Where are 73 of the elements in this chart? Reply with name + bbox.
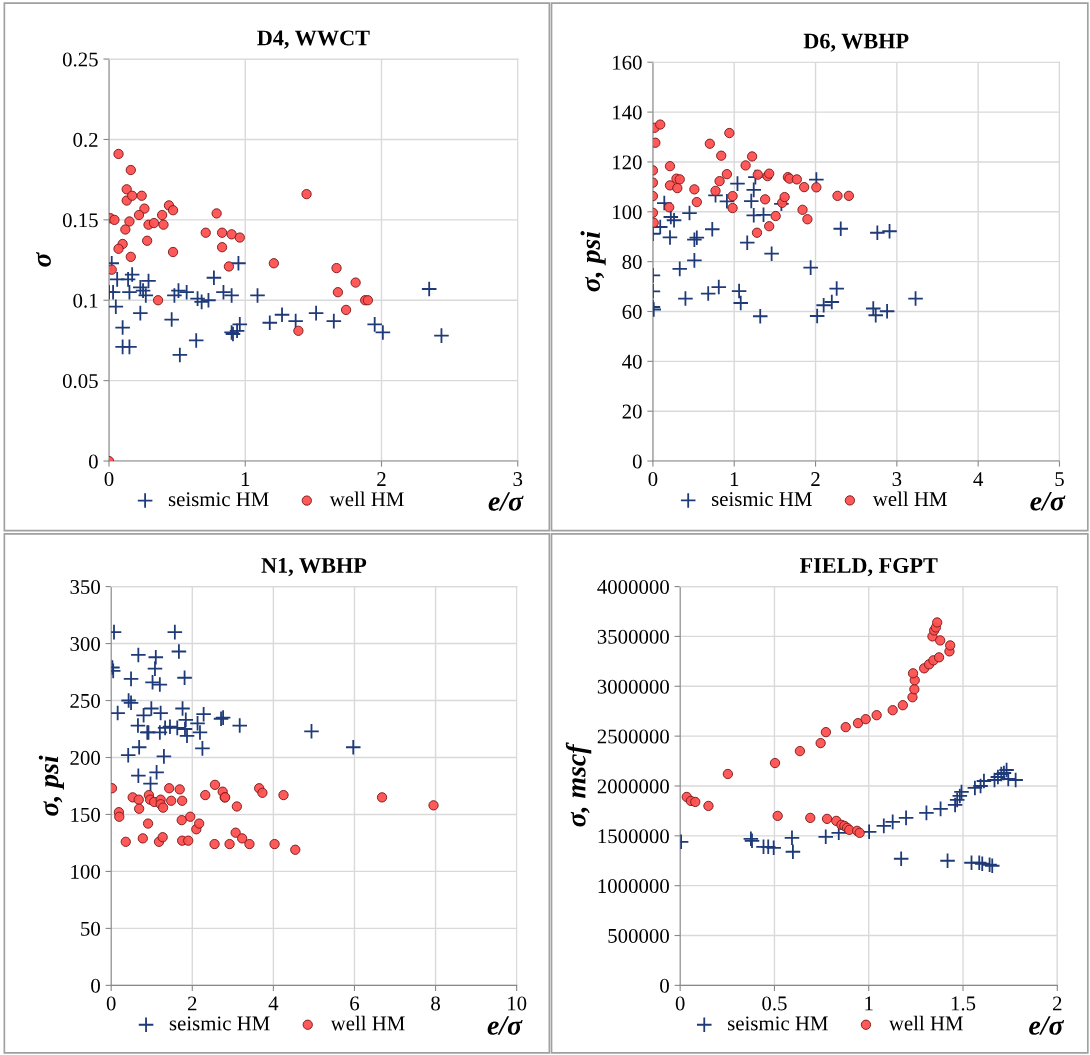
x-axis-title: e/σ (1029, 1016, 1065, 1035)
legend-label: seismic HM (168, 492, 269, 507)
legend-label: well HM (330, 1015, 405, 1031)
chart-title: N1, WBHP (261, 558, 367, 577)
x-tick-label: 0 (675, 996, 685, 1011)
y-tick-label: 0 (660, 978, 669, 993)
legend-label: seismic HM (711, 492, 812, 507)
y-tick-label: 50 (81, 921, 100, 936)
x-tick-label: 0 (106, 996, 116, 1011)
x-tick-label: 0 (104, 472, 114, 487)
y-tick-label: 250 (70, 693, 100, 708)
x-tick-label: 10 (508, 996, 527, 1011)
y-tick-label: 0.1 (73, 293, 98, 308)
x-tick-label: 3 (513, 472, 523, 487)
legend-label: well HM (872, 491, 947, 507)
y-tick-label: 0 (91, 978, 100, 993)
x-tick-label: 2 (1053, 996, 1062, 1011)
y-tick-label: 0.05 (62, 374, 98, 389)
y-tick-label: 100 (613, 205, 642, 220)
chart-title: FIELD, FGPT (799, 557, 938, 577)
y-tick-label: 100 (71, 864, 100, 879)
x-tick-label: 1 (865, 996, 873, 1011)
x-axis-title: e/σ (488, 492, 524, 511)
legend-label: seismic HM (169, 1016, 270, 1031)
y-tick-label: 0.2 (73, 132, 98, 147)
x-tick-label: 8 (431, 996, 440, 1011)
x-tick-label: 0.5 (762, 996, 787, 1011)
y-tick-label: 3500000 (597, 629, 669, 644)
x-tick-label: 1 (241, 472, 250, 486)
y-axis-title: σ, psi (580, 231, 606, 292)
y-tick-label: 0 (632, 454, 642, 469)
legend-label: well HM (329, 491, 404, 507)
x-axis-title: e/σ (487, 1016, 523, 1035)
y-axis-title: σ (36, 251, 51, 267)
y-tick-label: 0.15 (62, 213, 98, 228)
x-tick-label: 1.5 (951, 996, 976, 1011)
y-tick-label: 80 (622, 255, 642, 270)
y-tick-label: 1000000 (598, 879, 669, 894)
y-tick-label: 160 (613, 55, 642, 70)
y-tick-label: 3000000 (597, 679, 669, 694)
chart-title: D6, WBHP (803, 33, 909, 52)
y-tick-label: 0.25 (62, 52, 98, 67)
y-tick-label: 150 (71, 807, 100, 822)
x-axis-title: e/σ (1030, 491, 1066, 511)
y-tick-label: 0 (88, 454, 98, 469)
y-tick-label: 200 (70, 750, 100, 765)
x-tick-label: 0 (648, 472, 658, 487)
x-tick-label: 2 (377, 472, 386, 486)
y-tick-label: 120 (613, 155, 642, 170)
y-tick-label: 4000000 (597, 579, 669, 595)
x-tick-label: 2 (187, 996, 197, 1011)
y-tick-label: 2500000 (597, 729, 669, 744)
legend-label: seismic HM (728, 1016, 828, 1031)
x-tick-label: 6 (350, 996, 360, 1011)
x-tick-label: 3 (892, 472, 902, 487)
y-tick-label: 300 (70, 636, 100, 651)
x-tick-label: 1 (730, 472, 739, 486)
x-tick-label: 4 (973, 472, 984, 486)
chart-title: D4, WWCT (257, 30, 370, 49)
y-tick-label: 140 (613, 105, 642, 120)
y-tick-label: 20 (622, 404, 642, 419)
y-tick-label: 2000000 (597, 779, 669, 794)
y-axis-title: σ, mscf (565, 742, 592, 827)
y-tick-label: 350 (70, 579, 100, 595)
x-tick-label: 5 (1055, 472, 1064, 487)
legend-label: well HM (888, 1015, 963, 1031)
x-tick-label: 4 (268, 996, 279, 1011)
y-tick-label: 500000 (608, 928, 669, 943)
x-tick-label: 2 (811, 472, 820, 486)
y-tick-label: 1500000 (598, 829, 669, 844)
y-axis-title: σ, psi (38, 755, 64, 816)
y-tick-label: 60 (622, 304, 642, 319)
y-tick-label: 40 (622, 354, 642, 369)
